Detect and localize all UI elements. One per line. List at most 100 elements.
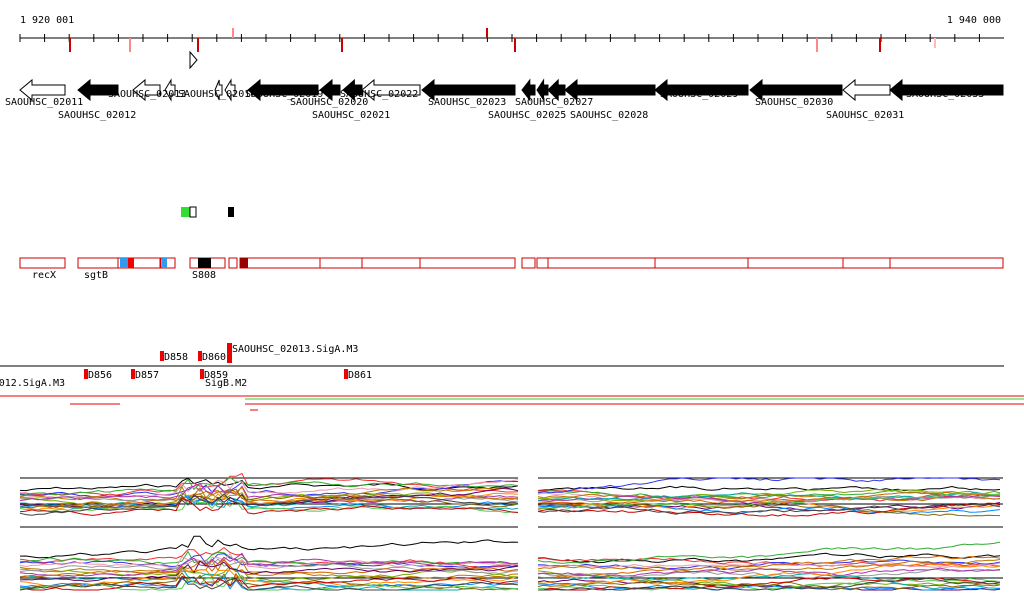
feature-label: recX: [32, 270, 56, 281]
site-label: D858: [164, 352, 188, 363]
site-label: D860: [202, 352, 226, 363]
expression-line: [19, 486, 519, 507]
expression-line: [19, 558, 519, 575]
expression-line: [19, 553, 519, 570]
site-marker: [131, 369, 135, 379]
gene-arrow: [77, 78, 119, 102]
gene-label: SAOUHSC_02021: [312, 110, 390, 121]
annotation-fill: [162, 258, 167, 268]
ruler-end: 1 940 000: [947, 15, 1001, 26]
expression-line: [19, 575, 519, 591]
expression-line: [537, 477, 1001, 494]
expression-line: [19, 560, 519, 582]
expression-line: [537, 489, 1001, 502]
expression-line: [538, 562, 1001, 569]
gene-arrow: [749, 78, 843, 102]
expression-line: [537, 581, 1001, 590]
marker: [228, 207, 234, 217]
expression-line: [19, 553, 519, 570]
gene-label: SAOUHSC_02033: [906, 89, 984, 100]
expression-line: [19, 488, 519, 509]
gene-arrow: [214, 79, 223, 101]
gene-arrow: [132, 78, 161, 102]
expression-line: [19, 499, 519, 514]
gene-label: SAOUHSC_02023: [428, 97, 506, 108]
gene-label: SAOUHSC_02016: [178, 89, 256, 100]
expression-line: [19, 479, 519, 499]
marker: [189, 206, 197, 218]
gene-label: SAOUHSC_02011: [5, 97, 83, 108]
annotation-box: [19, 257, 66, 269]
gene-arrow: [361, 78, 421, 102]
annotation-fill: [120, 258, 128, 268]
annotation-box: [536, 257, 1004, 269]
gene-arrow: [421, 78, 516, 102]
site-label: D859: [204, 370, 228, 381]
annotation-box: [239, 257, 516, 269]
annotation-fill: [198, 258, 211, 268]
gene-arrow: [654, 78, 749, 102]
site-label: D857: [135, 370, 159, 381]
expression-line: [537, 567, 1001, 578]
gene-label: SAOUHSC_02020: [290, 97, 368, 108]
expression-line: [19, 576, 519, 591]
gene-label: SAOUHSC_02025: [488, 110, 566, 121]
gene-arrow: [164, 78, 176, 102]
annotation-fill: [240, 258, 248, 268]
annotation-box: [77, 257, 119, 269]
gene-label: SAOUHSC_02022: [340, 89, 418, 100]
site-marker: [160, 351, 164, 361]
gene-arrow: [189, 50, 198, 70]
expression-line: [19, 480, 518, 498]
expression-line: [19, 559, 519, 578]
ruler-start: 1 920 001: [20, 15, 74, 26]
gene-arrow: [521, 78, 536, 102]
motif-label: SigB.M2: [205, 378, 247, 389]
gene-label: SAOUHSC_02030: [755, 97, 833, 108]
expression-line: [19, 497, 519, 516]
gene-arrow: [319, 78, 341, 102]
expression-line: [537, 573, 1001, 590]
expression-line: [537, 503, 1001, 515]
expression-line: [537, 491, 1001, 506]
expression-line: [537, 563, 1001, 585]
gene-arrow: [889, 78, 1004, 102]
marker: [181, 207, 190, 217]
motif-label: SAOUHSC_02013.SigA.M3: [232, 344, 358, 355]
motif-label: SAOUHSC_02012.SigA.M3: [0, 378, 65, 389]
feature-label: S808: [192, 270, 216, 281]
expression-line: [537, 552, 1001, 564]
expression-line: [537, 492, 1001, 511]
gene-arrow: [224, 78, 236, 102]
site-label: D856: [88, 370, 112, 381]
expression-line: [537, 557, 1001, 567]
gene-label: SAOUHSC_02029: [660, 89, 738, 100]
site-marker: [227, 343, 232, 363]
annotation-fill: [128, 258, 134, 268]
site-marker: [198, 351, 202, 361]
gene-label: SAOUHSC_02028: [570, 110, 648, 121]
site-marker: [344, 369, 348, 379]
site-label: D861: [348, 370, 372, 381]
feature-label: sgtB: [84, 270, 108, 281]
gene-label: SAOUHSC_02013: [108, 89, 186, 100]
annotation-box: [521, 257, 536, 269]
gene-label: SAOUHSC_02027: [515, 97, 593, 108]
annotation-box: [228, 257, 238, 269]
expression-line: [19, 552, 519, 577]
gene-arrow: [247, 78, 319, 102]
site-marker: [200, 369, 204, 379]
expression-line: [537, 493, 1001, 502]
expression-line: [537, 491, 1001, 501]
expression-line: [537, 555, 1001, 579]
annotation-box: [117, 257, 161, 269]
expression-line: [19, 476, 519, 496]
expression-line: [19, 575, 519, 591]
expression-line: [537, 485, 1001, 492]
expression-line: [19, 535, 519, 559]
expression-line: [19, 493, 519, 516]
expression-line: [537, 582, 1001, 591]
